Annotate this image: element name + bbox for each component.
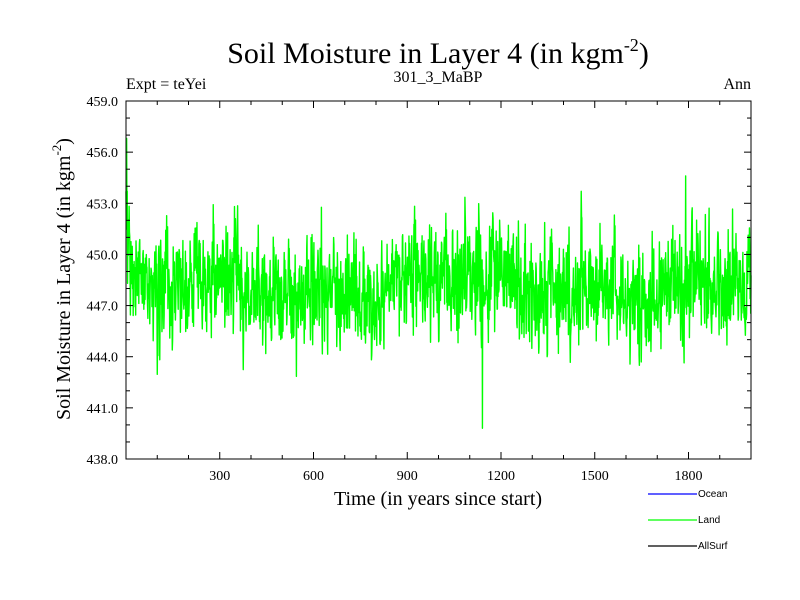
subtitle-right: Ann	[723, 76, 751, 93]
chart-title-superscript: -2	[624, 35, 639, 55]
legend-label-land: Land	[698, 515, 720, 526]
y-axis-title-close: )	[53, 138, 75, 145]
x-tick-label: 1800	[675, 469, 703, 484]
chart-title: Soil Moisture in Layer 4 (in kgm-2)	[227, 35, 649, 70]
y-axis-title-main: Soil Moisture in Layer 4 (in kgm	[53, 155, 75, 420]
series-layer	[125, 137, 752, 430]
legend: Ocean Land AllSurf	[648, 489, 728, 552]
y-tick-label: 450.0	[87, 248, 119, 263]
y-tick-label: 456.0	[87, 146, 119, 161]
x-tick-label: 1500	[581, 469, 609, 484]
y-tick-label: 441.0	[87, 402, 119, 417]
x-tick-label: 900	[397, 469, 418, 484]
y-axis-ticks: 438.0 441.0 444.0 447.0 450.0 453.0 456.0 459.0	[87, 95, 751, 468]
subtitle-center: 301_3_MaBP	[394, 69, 483, 86]
y-tick-label: 444.0	[87, 351, 119, 366]
chart-title-close: )	[639, 37, 649, 70]
series-line-land	[125, 137, 752, 430]
y-axis-title-group: Soil Moisture in Layer 4 (in kgm-2)	[49, 138, 75, 420]
legend-label-ocean: Ocean	[698, 489, 727, 500]
subtitle-left: Expt = teYei	[126, 76, 207, 93]
x-axis-title: Time (in years since start)	[334, 488, 542, 510]
y-tick-label: 453.0	[87, 197, 119, 212]
legend-label-allsurf: AllSurf	[698, 541, 728, 552]
x-tick-label: 600	[303, 469, 324, 484]
y-axis-title: Soil Moisture in Layer 4 (in kgm-2)	[49, 138, 75, 420]
y-tick-label: 459.0	[87, 95, 119, 110]
chart-title-main: Soil Moisture in Layer 4 (in kgm	[227, 37, 624, 70]
y-tick-label: 447.0	[87, 300, 119, 315]
y-axis-title-superscript: -2	[49, 145, 64, 156]
y-tick-label: 438.0	[87, 453, 119, 468]
x-tick-label: 300	[209, 469, 230, 484]
x-axis-ticks: 300 600 900 1200 1500 1800	[156, 101, 721, 484]
x-tick-label: 1200	[487, 469, 515, 484]
